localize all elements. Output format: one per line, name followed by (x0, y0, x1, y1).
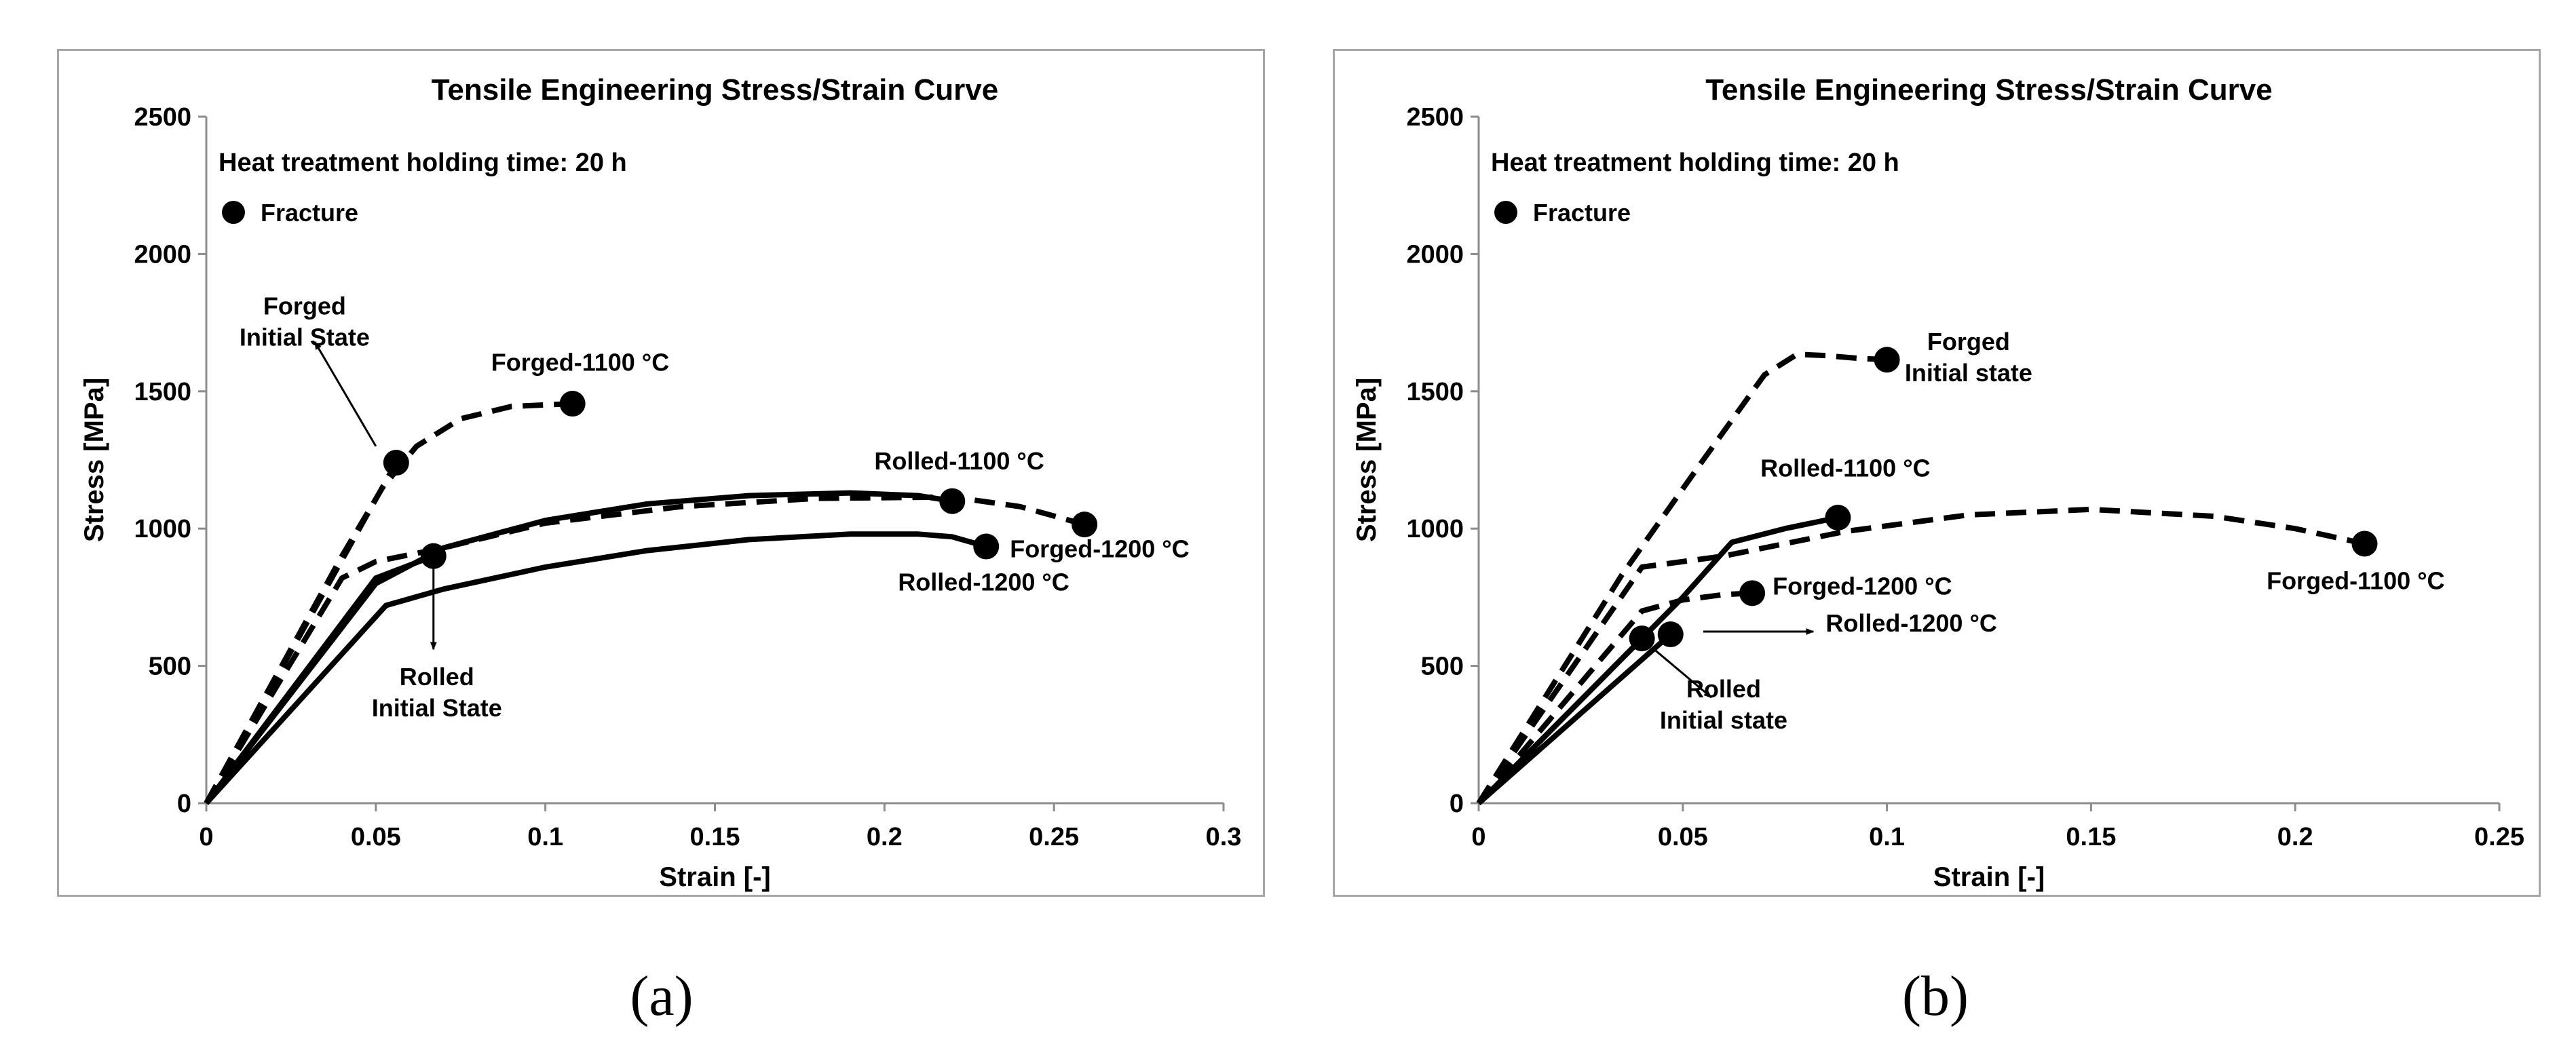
annotation-label: Forged-1200 °C (1010, 535, 1189, 563)
fracture-marker-1 (1874, 347, 1900, 373)
annotation-label: Rolled-1100 °C (874, 447, 1044, 475)
y-tick-label: 500 (1421, 653, 1464, 681)
annotation-arrow (314, 341, 377, 447)
x-axis-label: Strain [-] (1933, 862, 2045, 892)
y-tick-label: 500 (149, 653, 191, 681)
series-line-5 (204, 490, 953, 805)
y-tick-label: 1500 (1406, 378, 1464, 406)
x-tick-label: 0.15 (690, 823, 740, 851)
chart-title: Tensile Engineering Stress/Strain Curve (432, 73, 998, 107)
series-line-2 (204, 401, 573, 805)
legend-fracture-marker (222, 201, 245, 224)
annotation-line: Rolled-1100 °C (1760, 454, 1931, 482)
fracture-marker-1 (383, 450, 409, 476)
y-tick-label: 0 (1450, 790, 1464, 818)
x-tick-label: 0.15 (2066, 823, 2116, 851)
y-axis-label: Stress [MPa] (79, 378, 109, 542)
annotation-line: Forged (263, 292, 346, 320)
y-tick-label: 2000 (134, 240, 191, 269)
fracture-marker-5 (1657, 621, 1684, 648)
x-tick-label: 0.05 (351, 823, 401, 851)
chart-panel-b: Tensile Engineering Stress/Strain Curve 0… (1333, 49, 2541, 897)
annotation-line: Initial State (240, 323, 370, 351)
annotation-label: Rolled Initial State (372, 663, 502, 722)
caption-b: (b) (1902, 965, 1969, 1028)
fracture-marker-2 (559, 391, 586, 417)
annotation-line: Forged-1200 °C (1773, 572, 1952, 600)
y-tick-label: 1000 (1406, 515, 1464, 543)
x-tick-label: 0.25 (1029, 823, 1079, 851)
fracture-marker-6 (1629, 625, 1655, 652)
fracture-marker-4 (1825, 505, 1851, 531)
caption-a: (a) (630, 965, 694, 1028)
x-tick-label: 0.2 (2277, 823, 2313, 851)
legend-fracture-marker (1494, 201, 1517, 224)
annotation-line: Forged-1100 °C (491, 348, 669, 376)
series-line-4 (1477, 515, 1839, 805)
series-line-5 (1477, 632, 1673, 806)
fracture-marker-3 (1739, 580, 1766, 606)
annotation-line: Initial state (1660, 706, 1787, 734)
annotation-label: Rolled-1100 °C (1760, 454, 1931, 482)
series-line-6 (204, 531, 987, 805)
series-line-3 (204, 494, 1086, 805)
annotation-line: Rolled (1686, 675, 1761, 703)
annotation-line: Rolled-1200 °C (898, 568, 1069, 596)
legend-title: Heat treatment holding time: 20 h (219, 149, 627, 177)
legend-title: Heat treatment holding time: 20 h (1491, 149, 1899, 177)
annotation-line: Forged (1927, 328, 2010, 355)
annotation-label: Rolled Initial state (1660, 675, 1787, 734)
annotation-label: Rolled-1200 °C (898, 568, 1069, 596)
annotation-label: Forged Initial state (1905, 328, 2032, 387)
x-tick-label: 0.25 (2474, 823, 2524, 851)
y-tick-label: 0 (177, 790, 191, 818)
fracture-marker-2 (2351, 530, 2378, 557)
series-line-2 (1476, 506, 2366, 805)
y-tick-label: 2500 (1406, 103, 1464, 132)
chart-title: Tensile Engineering Stress/Strain Curve (1705, 73, 2272, 107)
annotation-line: Rolled-1100 °C (874, 447, 1044, 475)
x-axis-label: Strain [-] (659, 862, 770, 892)
annotation-label: Forged-1100 °C (2267, 566, 2444, 594)
fracture-marker-5 (939, 488, 966, 514)
annotation-line: Forged-1200 °C (1010, 535, 1189, 563)
fracture-marker-6 (973, 533, 1000, 560)
annotation-line: Initial state (1905, 359, 2032, 387)
chart-panel-a: Tensile Engineering Stress/Strain Curve 0… (57, 49, 1265, 897)
series-line-1 (1476, 351, 1887, 805)
annotation-line: Rolled (400, 663, 474, 691)
legend-fracture-label: Fracture (1533, 199, 1631, 227)
annotation-label: Rolled-1200 °C (1825, 609, 1996, 637)
x-tick-label: 0.2 (867, 823, 903, 851)
annotation-label: Forged-1200 °C (1773, 572, 1952, 600)
chart-b-svg: Tensile Engineering Stress/Strain Curve 0… (1352, 73, 2524, 892)
legend-fracture-label: Fracture (261, 199, 358, 227)
x-tick-label: 0.05 (1658, 823, 1708, 851)
annotation-line: Forged-1100 °C (2267, 566, 2444, 594)
annotation-arrow (1653, 649, 1712, 699)
y-axis-label: Stress [MPa] (1352, 378, 1382, 542)
annotation-label: Forged-1100 °C (491, 348, 669, 376)
x-tick-label: 0.1 (527, 823, 563, 851)
x-tick-label: 0 (199, 823, 213, 851)
annotation-line: Initial State (372, 694, 502, 722)
fracture-marker-3 (1072, 512, 1098, 538)
annotation-label: Forged Initial State (240, 292, 370, 351)
chart-a-svg: Tensile Engineering Stress/Strain Curve 0… (79, 73, 1242, 892)
series-line-6 (1477, 636, 1644, 805)
y-tick-label: 2500 (134, 103, 191, 132)
x-tick-label: 0.3 (1206, 823, 1242, 851)
x-tick-label: 0.1 (1869, 823, 1905, 851)
y-tick-label: 1500 (134, 378, 191, 406)
y-tick-label: 1000 (134, 515, 191, 543)
x-tick-label: 0 (1471, 823, 1485, 851)
fracture-marker-4 (420, 543, 447, 569)
y-tick-label: 2000 (1406, 240, 1464, 269)
annotation-line: Rolled-1200 °C (1825, 609, 1996, 637)
